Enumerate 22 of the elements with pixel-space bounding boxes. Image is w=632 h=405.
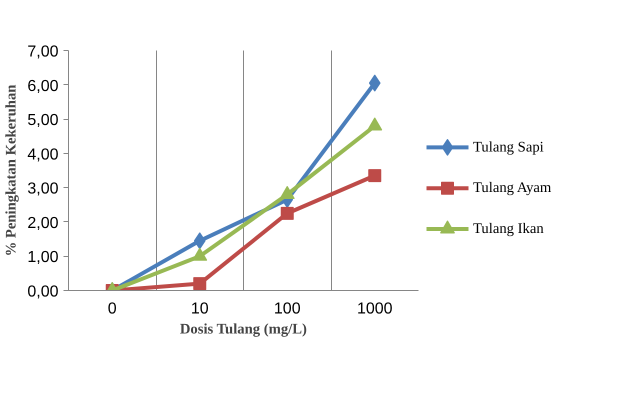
y-tick-label: 1,00 — [27, 249, 59, 266]
legend-label: Tulang Sapi — [473, 139, 544, 156]
point — [192, 248, 208, 261]
y-tick-label: 5,00 — [27, 112, 59, 130]
x-tick-label: 1000 — [356, 300, 393, 318]
legend-label: Tulang Ikan — [473, 221, 544, 237]
x-axis-title: Dosis Tulang (mg/L) — [180, 322, 308, 338]
x-tick-label: 0 — [108, 300, 117, 318]
point — [280, 186, 295, 200]
y-tick-label: 6,00 — [27, 78, 59, 95]
y-axis-title: % Peningkatan Kekeruhan — [3, 84, 20, 256]
x-tick-label: 10 — [190, 300, 209, 318]
x-tick-label: 100 — [274, 300, 301, 318]
point — [368, 74, 381, 92]
y-tick-label: 0,00 — [27, 284, 59, 300]
point — [368, 169, 382, 182]
point — [280, 206, 294, 220]
legend-label: Tulang Ayam — [473, 180, 552, 196]
y-tick-label: 2,00 — [27, 214, 59, 232]
y-tick-label: 7,00 — [27, 44, 59, 60]
y-tick-label: 4,00 — [27, 146, 59, 164]
y-tick-label: 3,00 — [27, 180, 59, 198]
